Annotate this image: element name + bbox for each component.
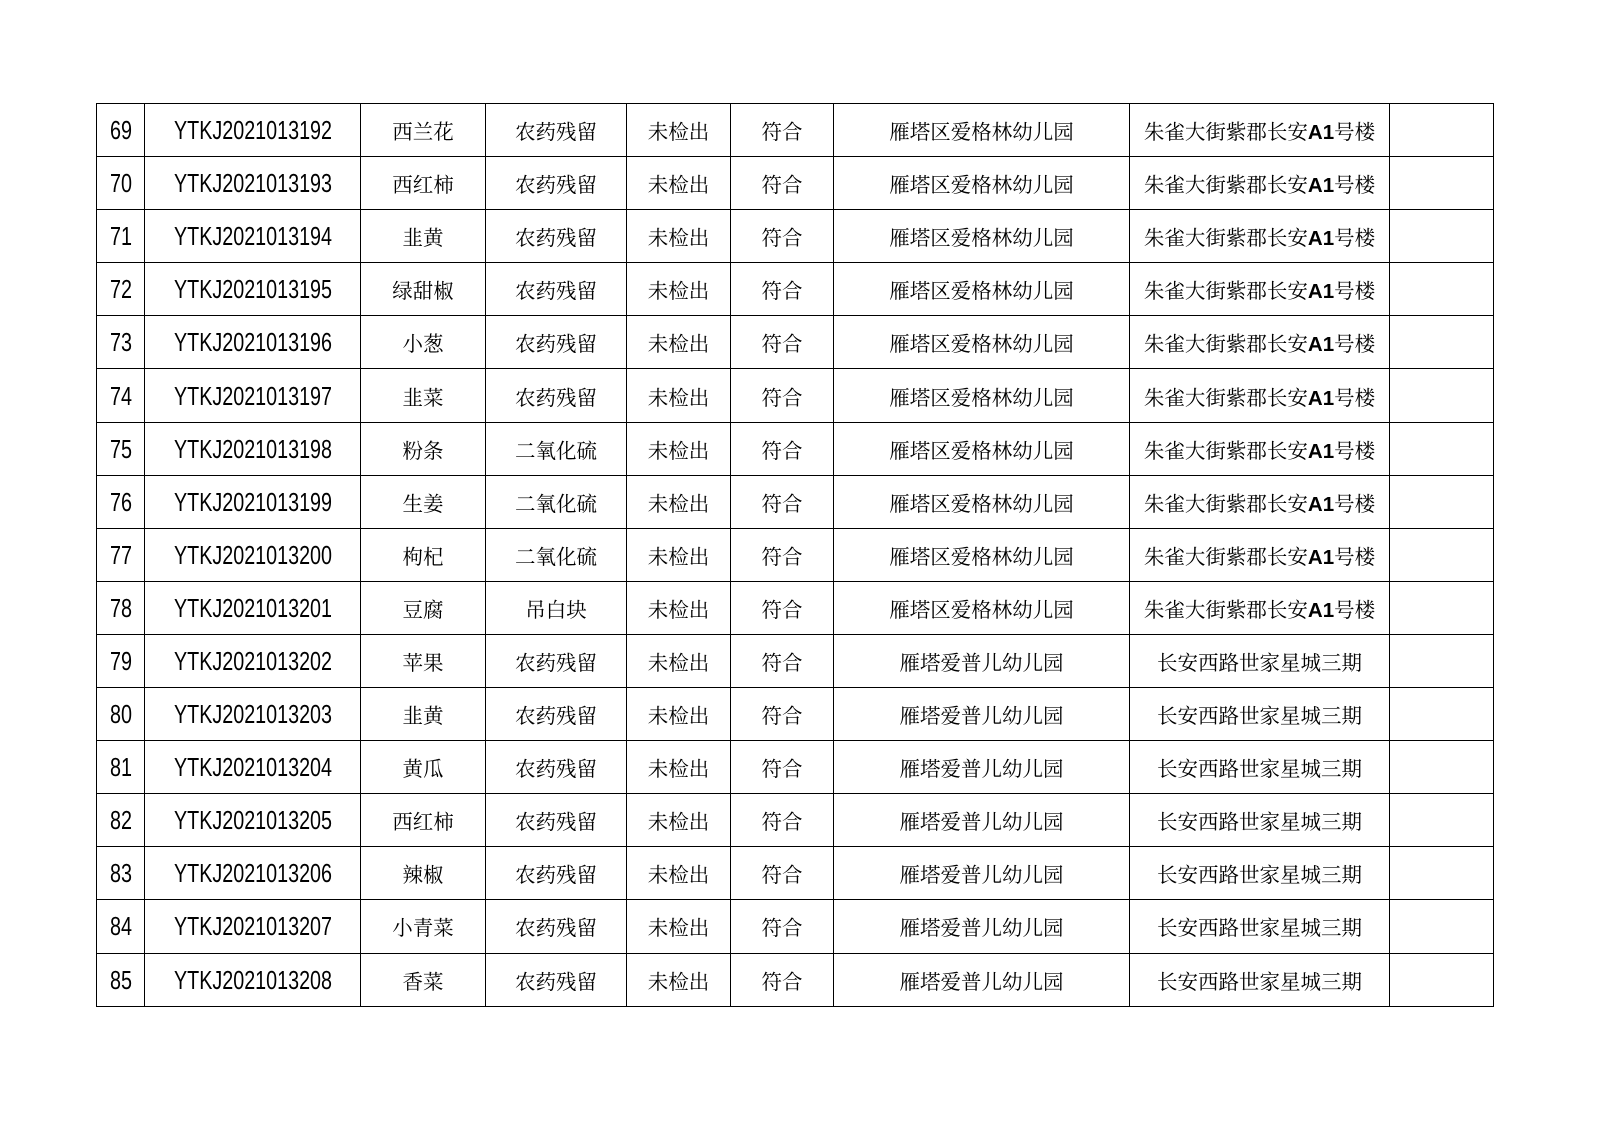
svg-text:69: 69 — [110, 115, 132, 145]
svg-text:84: 84 — [110, 912, 132, 942]
svg-text:YTKJ2021013192: YTKJ2021013192 — [174, 115, 332, 145]
svg-text:YTKJ2021013205: YTKJ2021013205 — [174, 805, 332, 835]
svg-text:78: 78 — [110, 593, 132, 623]
svg-text:YTKJ2021013206: YTKJ2021013206 — [174, 859, 332, 889]
svg-text:80: 80 — [110, 699, 132, 729]
svg-text:YTKJ2021013201: YTKJ2021013201 — [174, 593, 332, 623]
svg-text:YTKJ2021013208: YTKJ2021013208 — [174, 965, 332, 995]
svg-text:72: 72 — [110, 275, 132, 305]
svg-text:YTKJ2021013203: YTKJ2021013203 — [174, 699, 332, 729]
svg-text:YTKJ2021013200: YTKJ2021013200 — [174, 540, 332, 570]
svg-text:YTKJ2021013196: YTKJ2021013196 — [174, 328, 332, 358]
svg-text:71: 71 — [110, 221, 132, 251]
svg-text:YTKJ2021013194: YTKJ2021013194 — [174, 221, 332, 251]
svg-text:YTKJ2021013198: YTKJ2021013198 — [174, 434, 332, 464]
svg-text:85: 85 — [110, 965, 132, 995]
svg-text:81: 81 — [110, 752, 132, 782]
svg-text:YTKJ2021013197: YTKJ2021013197 — [174, 381, 332, 411]
svg-text:79: 79 — [110, 646, 132, 676]
svg-text:YTKJ2021013193: YTKJ2021013193 — [174, 168, 332, 198]
svg-text:YTKJ2021013202: YTKJ2021013202 — [174, 646, 332, 676]
svg-text:77: 77 — [110, 540, 132, 570]
svg-text:70: 70 — [110, 168, 132, 198]
svg-text:82: 82 — [110, 805, 132, 835]
svg-text:YTKJ2021013195: YTKJ2021013195 — [174, 275, 332, 305]
svg-text:73: 73 — [110, 328, 132, 358]
svg-text:83: 83 — [110, 859, 132, 889]
svg-text:YTKJ2021013199: YTKJ2021013199 — [174, 487, 332, 517]
svg-text:75: 75 — [110, 434, 132, 464]
svg-text:76: 76 — [110, 487, 132, 517]
svg-text:YTKJ2021013207: YTKJ2021013207 — [174, 912, 332, 942]
svg-text:YTKJ2021013204: YTKJ2021013204 — [174, 752, 332, 782]
svg-text:74: 74 — [110, 381, 132, 411]
